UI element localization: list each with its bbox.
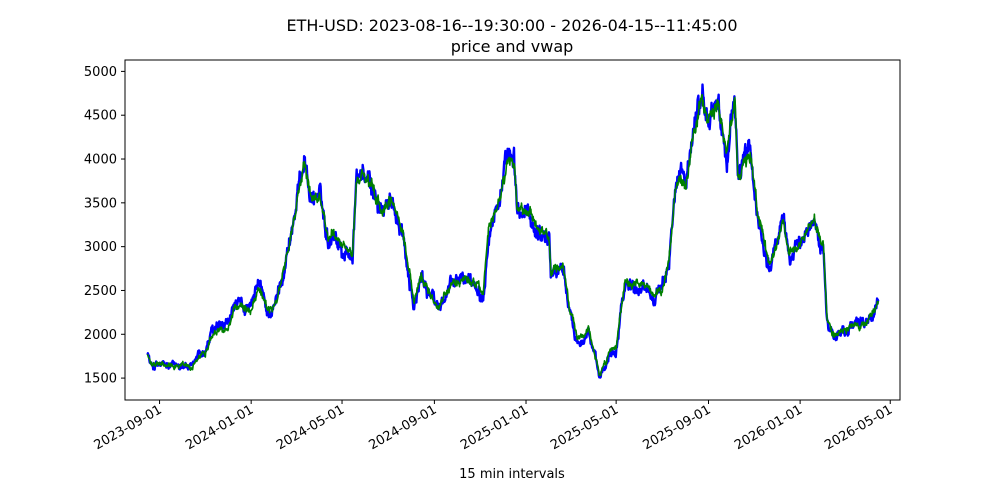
y-tick-label: 3000 bbox=[84, 240, 117, 255]
y-axis: 1500 2000 2500 3000 3500 4000 4500 5000 bbox=[84, 65, 125, 387]
y-tick-label: 4500 bbox=[84, 109, 117, 124]
x-tick-label: 2024-09-01 bbox=[366, 402, 439, 453]
x-tick-label: 2026-05-01 bbox=[822, 402, 895, 453]
x-axis: 2023-09-01 2024-01-01 2024-05-01 2024-09-01… bbox=[92, 400, 895, 453]
y-tick-label: 5000 bbox=[84, 65, 117, 80]
x-tick-label: 2024-01-01 bbox=[183, 402, 256, 453]
x-tick-label: 2025-09-01 bbox=[641, 402, 714, 453]
series-line-1 bbox=[146, 83, 880, 379]
series-layer bbox=[146, 83, 880, 379]
x-tick-label: 2025-01-01 bbox=[458, 402, 531, 453]
x-axis-label: 15 min intervals bbox=[459, 467, 565, 482]
y-tick-label: 1500 bbox=[84, 372, 117, 387]
y-tick-label: 4000 bbox=[84, 153, 117, 168]
chart-title: ETH-USD: 2023-08-16--19:30:00 - 2026-04-… bbox=[286, 16, 737, 35]
x-tick-label: 2025-05-01 bbox=[548, 402, 621, 453]
y-tick-label: 3500 bbox=[84, 196, 117, 211]
x-tick-label: 2024-05-01 bbox=[274, 402, 347, 453]
plot-frame bbox=[124, 59, 901, 401]
x-tick-label: 2026-01-01 bbox=[732, 402, 805, 453]
x-tick-label: 2023-09-01 bbox=[92, 402, 165, 453]
series-line-2 bbox=[146, 94, 880, 377]
y-tick-label: 2000 bbox=[84, 328, 117, 343]
chart-subtitle: price and vwap bbox=[451, 37, 574, 56]
y-tick-label: 2500 bbox=[84, 284, 117, 299]
